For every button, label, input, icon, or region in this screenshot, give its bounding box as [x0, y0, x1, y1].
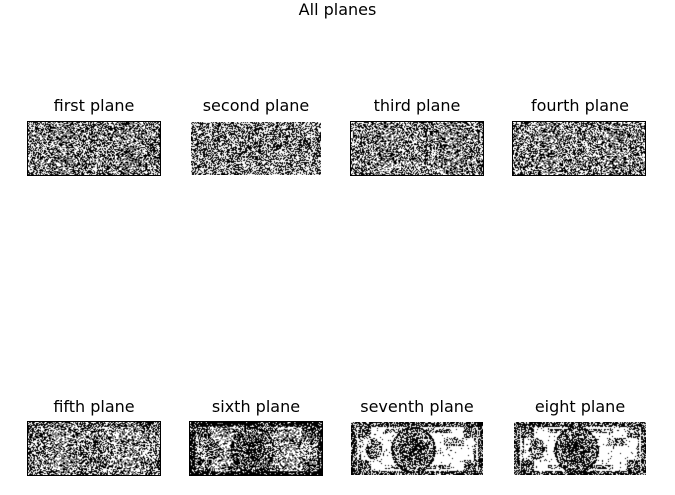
plane-6-image: [189, 421, 323, 476]
figure-title: All planes: [298, 0, 377, 19]
plane-7-title: seventh plane: [360, 397, 474, 416]
plane-8-title: eight plane: [534, 397, 626, 416]
plane-4-image: [512, 121, 646, 176]
plane-8-image: [514, 422, 646, 475]
plane-3-title: third plane: [373, 96, 461, 115]
plane-5-title: fifth plane: [53, 397, 135, 416]
plane-2-image: [191, 122, 321, 175]
plane-3-image: [350, 121, 484, 176]
plane-7-image: [351, 422, 483, 475]
plane-6-title: sixth plane: [211, 397, 301, 416]
plane-2-title: second plane: [202, 96, 310, 115]
plane-1-image: [27, 121, 161, 176]
plane-1-title: first plane: [53, 96, 135, 115]
plane-4-title: fourth plane: [530, 96, 630, 115]
plane-5-image: [27, 421, 161, 476]
